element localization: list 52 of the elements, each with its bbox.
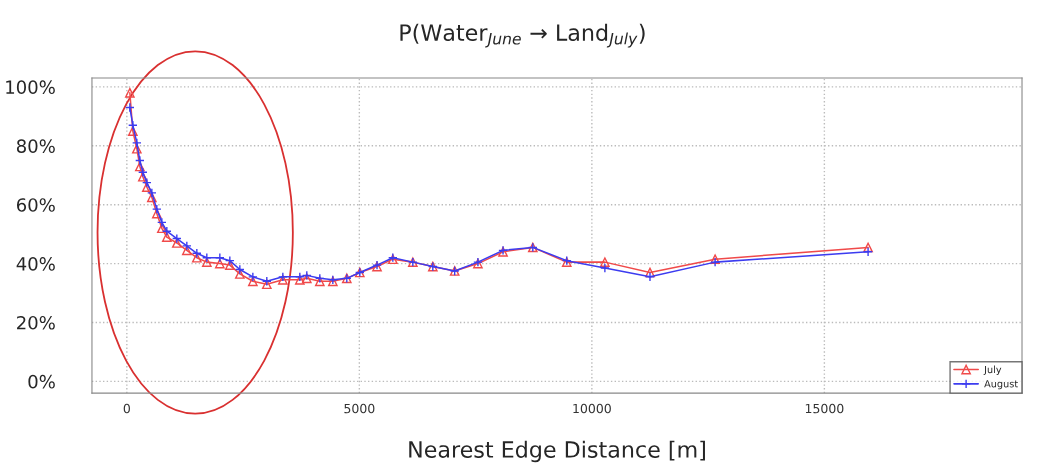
point bbox=[234, 264, 245, 275]
y-tick-label: 40% bbox=[16, 257, 55, 271]
x-tick-label: 0 bbox=[123, 403, 130, 414]
point bbox=[645, 271, 655, 282]
point bbox=[181, 245, 192, 256]
point bbox=[224, 260, 235, 270]
point bbox=[134, 155, 145, 166]
point bbox=[151, 204, 162, 214]
point bbox=[863, 242, 873, 253]
point bbox=[201, 252, 212, 263]
point bbox=[156, 217, 167, 228]
point bbox=[247, 271, 258, 282]
point bbox=[124, 87, 135, 98]
point bbox=[247, 276, 258, 287]
point bbox=[131, 137, 142, 148]
x-tick-label: 10000 bbox=[573, 403, 611, 414]
point bbox=[645, 267, 655, 278]
point bbox=[146, 188, 157, 198]
point bbox=[161, 232, 172, 242]
point bbox=[600, 257, 610, 267]
y-tick-label: 20% bbox=[17, 315, 55, 330]
point bbox=[234, 269, 245, 279]
point bbox=[127, 126, 138, 136]
point bbox=[141, 177, 152, 188]
point bbox=[127, 120, 138, 131]
point bbox=[171, 238, 182, 248]
x-tick-label: 5000 bbox=[344, 403, 375, 414]
point bbox=[156, 223, 167, 234]
point bbox=[214, 258, 225, 269]
point bbox=[124, 102, 135, 113]
point bbox=[181, 241, 192, 251]
x-tick-label: 15000 bbox=[805, 403, 844, 414]
point bbox=[171, 233, 182, 244]
point bbox=[134, 161, 145, 172]
legend-label: August bbox=[984, 380, 1018, 390]
point bbox=[161, 226, 172, 237]
point bbox=[600, 263, 610, 273]
legend-label: July bbox=[983, 365, 1002, 376]
y-tick-label: 0% bbox=[28, 374, 55, 389]
point bbox=[131, 143, 142, 154]
point bbox=[191, 248, 202, 259]
point bbox=[214, 252, 225, 263]
point bbox=[201, 257, 212, 267]
chart-title: P(Water$_{June}$ → Land$_{July}$) bbox=[400, 23, 645, 48]
point bbox=[137, 167, 148, 178]
y-tick-label: 100% bbox=[6, 80, 55, 95]
point bbox=[146, 192, 157, 203]
point bbox=[224, 255, 235, 266]
x-axis-title: Nearest Edge Distance [m] bbox=[409, 440, 705, 463]
y-tick-label: 80% bbox=[16, 139, 55, 153]
point bbox=[863, 246, 873, 257]
y-tick-label: 60% bbox=[16, 198, 55, 212]
